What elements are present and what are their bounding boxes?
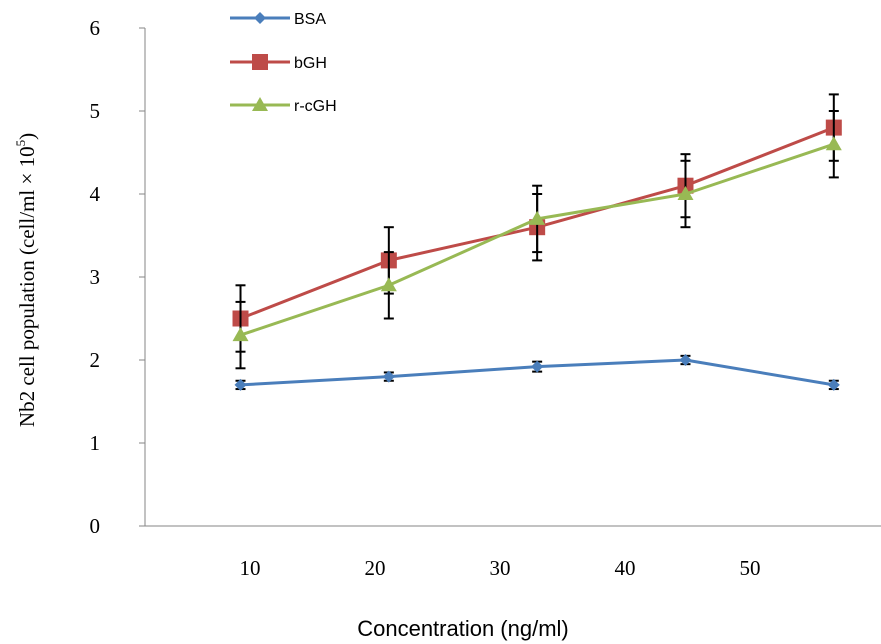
- x-tick-label: 50: [740, 556, 761, 580]
- legend-label: BSA: [294, 11, 326, 28]
- legend-marker: [252, 97, 268, 111]
- legend-item-bgh: bGH: [230, 54, 327, 72]
- data-point: [827, 378, 840, 391]
- data-point: [382, 370, 395, 383]
- y-axis-title-close: ): [15, 133, 39, 140]
- legend-item-bsa: BSA: [230, 11, 326, 28]
- y-tick-label: 6: [90, 16, 101, 40]
- x-ticks: 10 20 30 40 50: [240, 556, 761, 580]
- data-point: [825, 136, 842, 151]
- data-point: [380, 277, 397, 292]
- data-point: [679, 354, 692, 366]
- legend-label: bGH: [294, 55, 327, 72]
- data-point: [531, 360, 544, 373]
- y-tick-label: 1: [90, 431, 101, 455]
- series-r-cgh: [232, 110, 842, 370]
- data-point: [529, 210, 546, 225]
- y-tick-label: 3: [90, 265, 101, 289]
- y-tick-label: 2: [90, 348, 101, 372]
- legend-marker: [252, 54, 268, 70]
- series-bsa: [234, 354, 840, 391]
- x-axis-title: Concentration (ng/ml): [357, 616, 569, 641]
- y-axis-title: Nb2 cell population (cell/ml × 105): [13, 133, 39, 427]
- y-axis-title-superscript: 5: [13, 140, 28, 147]
- x-tick-label: 10: [240, 556, 261, 580]
- x-tick-label: 30: [490, 556, 511, 580]
- series-layer: [232, 93, 842, 391]
- data-point: [677, 186, 694, 200]
- axes: 0 1 2 3 4 5 6 10 20 30 40 50: [90, 16, 881, 580]
- legend: BSA bGH r-cGH: [230, 11, 337, 115]
- x-tick-label: 40: [615, 556, 636, 580]
- legend-marker: [254, 12, 266, 24]
- data-point: [232, 327, 249, 342]
- legend-item-r-cgh: r-cGH: [230, 97, 337, 115]
- x-tick-label: 20: [365, 556, 386, 580]
- y-ticks: 0 1 2 3 4 5 6: [90, 16, 145, 538]
- y-axis-title-main: Nb2 cell population (cell/ml × 10: [15, 146, 39, 427]
- y-tick-label: 5: [90, 99, 101, 123]
- data-point: [234, 378, 247, 391]
- legend-label: r-cGH: [294, 98, 337, 115]
- y-tick-label: 4: [90, 182, 101, 206]
- y-tick-label: 0: [90, 514, 101, 538]
